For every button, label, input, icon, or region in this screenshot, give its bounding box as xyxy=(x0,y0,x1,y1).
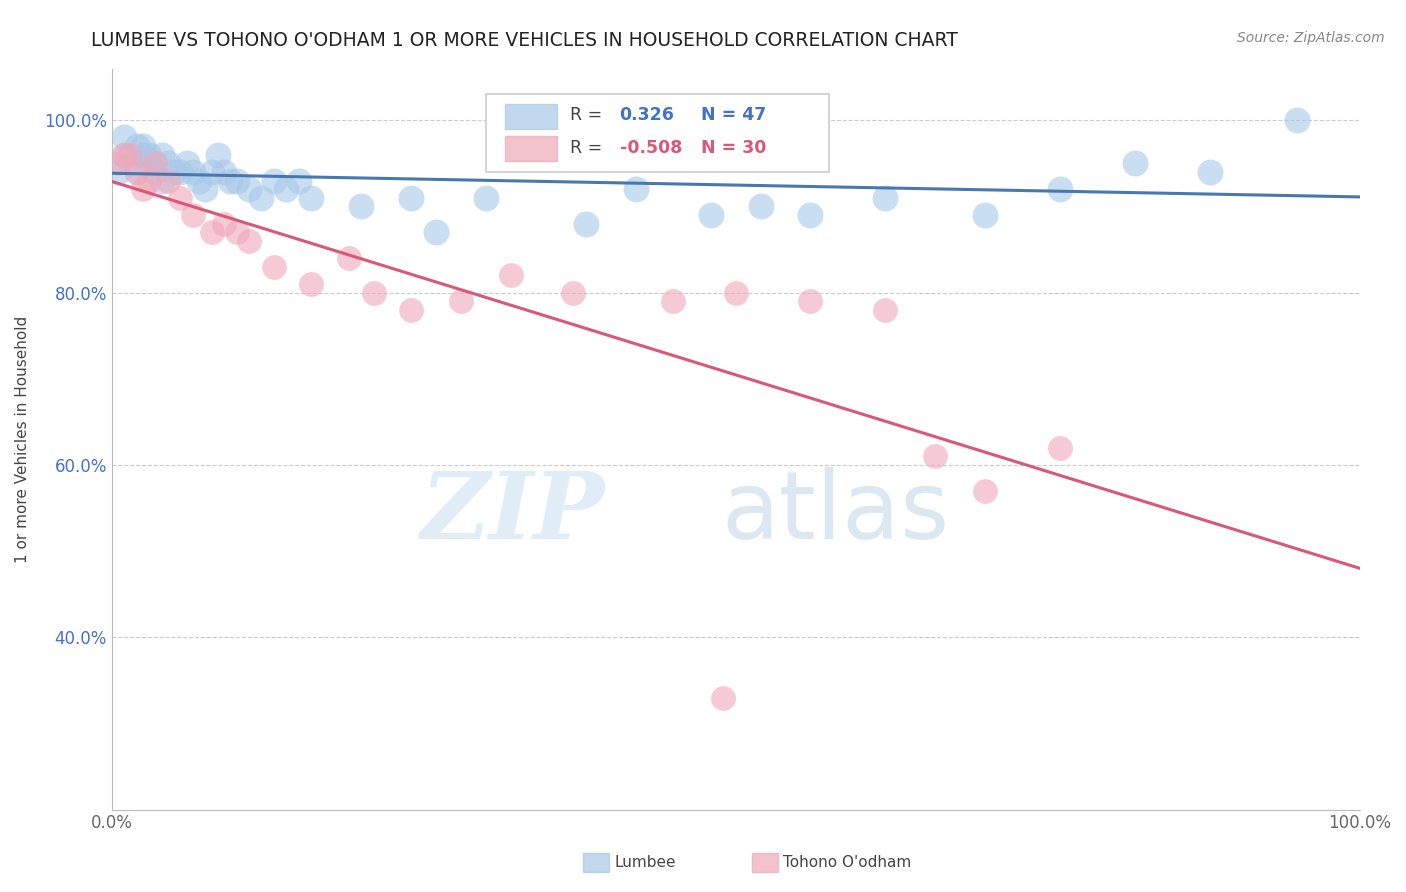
Point xyxy=(662,294,685,309)
Point xyxy=(219,173,242,187)
Point xyxy=(112,130,135,145)
Point xyxy=(194,182,217,196)
Point xyxy=(1286,113,1309,128)
Point xyxy=(120,156,142,170)
Point xyxy=(1198,165,1220,179)
Point xyxy=(299,191,322,205)
Point xyxy=(263,260,285,274)
Y-axis label: 1 or more Vehicles in Household: 1 or more Vehicles in Household xyxy=(15,316,30,563)
Point xyxy=(112,147,135,161)
Point xyxy=(156,173,179,187)
Point xyxy=(399,191,422,205)
Text: N = 47: N = 47 xyxy=(700,106,766,124)
Point xyxy=(212,165,235,179)
Point xyxy=(150,147,173,161)
FancyBboxPatch shape xyxy=(505,104,557,129)
Text: atlas: atlas xyxy=(721,467,949,559)
FancyBboxPatch shape xyxy=(486,95,830,172)
Text: 0.326: 0.326 xyxy=(620,106,675,124)
Point xyxy=(924,450,946,464)
Point xyxy=(799,208,821,222)
Point xyxy=(1123,156,1146,170)
Point xyxy=(250,191,273,205)
Point xyxy=(181,208,204,222)
Point xyxy=(150,173,173,187)
Point xyxy=(337,251,360,265)
Point xyxy=(225,225,247,239)
Text: ZIP: ZIP xyxy=(420,468,605,558)
Point xyxy=(575,217,598,231)
Point xyxy=(107,156,129,170)
Point xyxy=(163,165,186,179)
Point xyxy=(499,268,522,283)
Point xyxy=(132,182,155,196)
Text: Lumbee: Lumbee xyxy=(614,855,676,870)
Point xyxy=(1049,441,1071,455)
Point xyxy=(724,285,747,300)
Point xyxy=(699,208,721,222)
Text: Source: ZipAtlas.com: Source: ZipAtlas.com xyxy=(1237,31,1385,45)
Point xyxy=(138,147,160,161)
Point xyxy=(145,156,167,170)
Point xyxy=(276,182,298,196)
Point xyxy=(138,156,160,170)
Point xyxy=(225,173,247,187)
Point xyxy=(176,156,198,170)
Text: -0.508: -0.508 xyxy=(620,139,682,157)
Point xyxy=(156,156,179,170)
Point xyxy=(181,165,204,179)
Point xyxy=(207,147,229,161)
Text: R =: R = xyxy=(569,139,607,157)
Point xyxy=(450,294,472,309)
Point xyxy=(132,139,155,153)
Point xyxy=(200,165,222,179)
Point xyxy=(132,147,155,161)
Point xyxy=(125,139,148,153)
Point xyxy=(425,225,447,239)
Point xyxy=(112,147,135,161)
Point xyxy=(974,208,997,222)
Point xyxy=(212,217,235,231)
Point xyxy=(562,285,585,300)
Text: R =: R = xyxy=(569,106,607,124)
Point xyxy=(711,690,734,705)
Text: N = 30: N = 30 xyxy=(700,139,766,157)
Point xyxy=(263,173,285,187)
Point xyxy=(799,294,821,309)
Point xyxy=(200,225,222,239)
Point xyxy=(875,191,897,205)
FancyBboxPatch shape xyxy=(505,136,557,161)
Text: LUMBEE VS TOHONO O'ODHAM 1 OR MORE VEHICLES IN HOUSEHOLD CORRELATION CHART: LUMBEE VS TOHONO O'ODHAM 1 OR MORE VEHIC… xyxy=(91,31,959,50)
Point xyxy=(749,199,772,213)
Point xyxy=(238,234,260,248)
Point xyxy=(138,173,160,187)
Point xyxy=(120,147,142,161)
Point xyxy=(875,302,897,317)
Point xyxy=(169,191,191,205)
Point xyxy=(169,165,191,179)
Text: Tohono O'odham: Tohono O'odham xyxy=(783,855,911,870)
Point xyxy=(288,173,311,187)
Point xyxy=(188,173,211,187)
Point xyxy=(1049,182,1071,196)
Point xyxy=(399,302,422,317)
Point xyxy=(145,156,167,170)
Point xyxy=(107,165,129,179)
Point xyxy=(974,483,997,498)
Point xyxy=(125,165,148,179)
Point xyxy=(125,165,148,179)
Point xyxy=(624,182,647,196)
Point xyxy=(299,277,322,291)
Point xyxy=(363,285,385,300)
Point xyxy=(475,191,498,205)
Point xyxy=(145,165,167,179)
Point xyxy=(350,199,373,213)
Point xyxy=(238,182,260,196)
